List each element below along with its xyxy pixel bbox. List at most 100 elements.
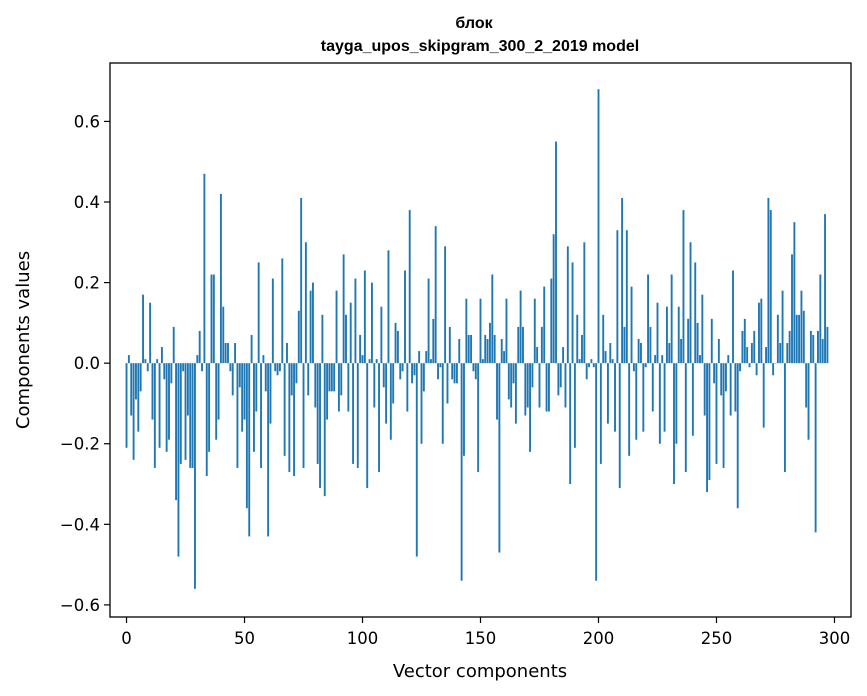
chart-title: блок — [455, 15, 493, 32]
bar — [581, 334, 583, 364]
bar — [611, 359, 614, 364]
bar — [352, 363, 355, 464]
bar — [710, 318, 713, 364]
bar — [333, 363, 336, 392]
bar — [734, 363, 737, 412]
bar — [418, 351, 421, 364]
bar — [786, 343, 789, 364]
bar — [290, 363, 293, 396]
bar — [278, 363, 281, 372]
bar — [219, 193, 222, 364]
bar — [500, 338, 503, 364]
bar — [522, 326, 524, 364]
bar — [543, 286, 546, 364]
bar — [455, 363, 458, 384]
bar — [304, 242, 307, 364]
bar — [552, 234, 555, 364]
bar — [668, 343, 671, 364]
bar — [701, 294, 704, 364]
bar — [571, 262, 574, 364]
bar — [687, 318, 690, 364]
bar — [590, 359, 593, 364]
bar — [588, 363, 590, 368]
bar — [713, 363, 716, 384]
bar — [583, 242, 586, 364]
bar — [262, 355, 265, 364]
bar-series — [125, 89, 829, 589]
bar — [300, 197, 303, 364]
bar — [158, 363, 161, 448]
x-tick-label: 100 — [347, 629, 379, 648]
bar — [656, 302, 659, 364]
bar — [732, 270, 734, 364]
bar — [448, 326, 451, 364]
bar — [675, 363, 678, 444]
bar — [576, 314, 579, 364]
bar — [503, 351, 506, 364]
bar — [684, 363, 687, 472]
bar — [378, 363, 380, 472]
bar — [413, 363, 416, 376]
bar — [342, 254, 345, 364]
bar — [682, 210, 685, 364]
bar — [319, 363, 321, 489]
bar — [632, 363, 635, 372]
bar — [177, 363, 180, 557]
bar — [359, 334, 362, 364]
bar — [812, 334, 815, 364]
y-tick-label: −0.2 — [60, 435, 100, 454]
bar — [236, 363, 239, 468]
bar — [276, 363, 279, 376]
bar — [361, 355, 364, 364]
bar — [446, 363, 449, 404]
bar — [238, 363, 241, 388]
bar — [498, 363, 501, 553]
bar — [776, 314, 779, 364]
bar — [340, 363, 343, 396]
bar — [661, 355, 664, 364]
bar — [512, 363, 515, 384]
bar — [408, 210, 411, 364]
bar — [248, 363, 251, 537]
bar — [274, 363, 277, 372]
bar — [387, 250, 390, 364]
bar — [189, 363, 192, 468]
bar — [404, 270, 406, 364]
bar — [791, 254, 793, 364]
bar — [578, 359, 581, 364]
bar — [644, 363, 647, 368]
x-axis-label: Vector components — [393, 661, 567, 682]
bar — [729, 363, 732, 416]
bar — [562, 347, 565, 364]
bar — [781, 290, 784, 364]
bar — [229, 363, 232, 372]
bar — [618, 363, 621, 489]
bar — [330, 363, 333, 392]
bar — [321, 314, 324, 364]
bar — [231, 363, 234, 396]
bar — [602, 314, 605, 364]
x-tick-label: 250 — [701, 629, 733, 648]
bar — [151, 363, 154, 420]
bar — [800, 290, 803, 364]
bar — [472, 363, 475, 372]
bar — [354, 278, 357, 364]
bar — [722, 363, 725, 468]
bar — [427, 278, 430, 364]
bar — [328, 363, 331, 392]
bar — [750, 343, 753, 364]
bar — [606, 363, 609, 424]
bar — [212, 274, 215, 364]
bar — [680, 338, 683, 364]
chart-subtitle: tayga_upos_skipgram_300_2_2019 model — [321, 38, 639, 55]
bar — [609, 343, 612, 364]
bar — [293, 363, 296, 476]
y-axis-ticks: 0.6 0.4 0.2 0.0 −0.2 −0.4 −0.6 — [60, 112, 110, 615]
bar — [470, 334, 473, 364]
x-tick-label: 200 — [583, 629, 615, 648]
bar — [826, 326, 829, 364]
bar — [706, 363, 708, 493]
bar — [481, 359, 484, 364]
bar — [727, 355, 730, 364]
bar — [371, 282, 373, 364]
